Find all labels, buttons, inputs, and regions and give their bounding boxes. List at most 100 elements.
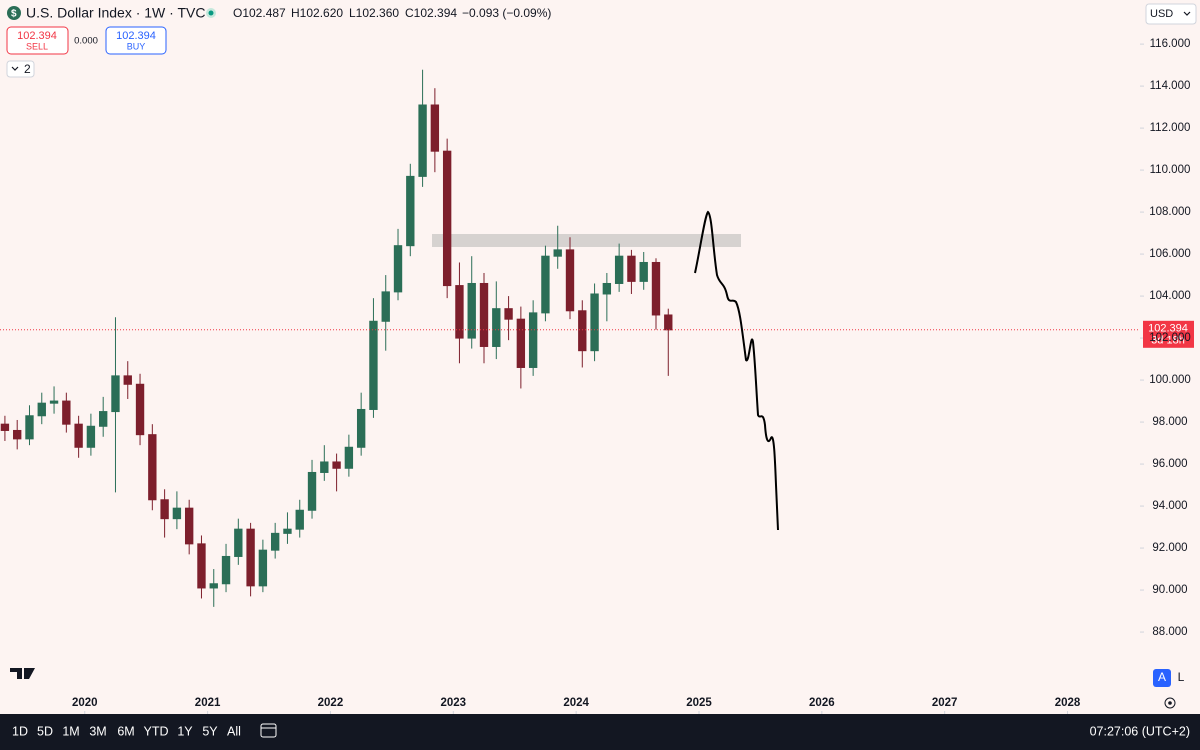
timeframe-buttons: 1D 5D 1M 3M 6M YTD 1Y 5Y All: [12, 724, 241, 738]
timeframe-button[interactable]: 3M: [89, 724, 106, 738]
x-tick-label: 2024: [563, 697, 589, 709]
candle-body: [639, 261, 648, 282]
candle-body: [49, 400, 59, 404]
candle-body: [381, 291, 390, 322]
y-tick-label: 108.000: [1149, 206, 1191, 218]
ohlc-change: −0.093 (−0.09%): [462, 6, 551, 20]
chevron: [11, 66, 19, 71]
candle-body: [651, 261, 661, 316]
last-price-label: 102.394: [1148, 323, 1188, 335]
candle-body: [393, 245, 403, 293]
candle-body: [184, 507, 194, 545]
candle-body: [406, 175, 415, 247]
candle-body: [614, 255, 624, 284]
candle-body: [565, 249, 575, 312]
candle-body: [295, 509, 304, 530]
symbol-title[interactable]: U.S. Dollar Index · 1W · TVC: [26, 5, 205, 21]
symbol-icon-glyph: $: [11, 9, 17, 20]
auto-scale-button[interactable]: [1153, 669, 1171, 687]
ohlc-open: O102.487: [233, 6, 286, 20]
candle-body: [86, 425, 96, 448]
candle-body: [467, 282, 476, 339]
candle-body: [553, 249, 562, 257]
sell-label: SELL: [26, 41, 48, 51]
candle-body: [148, 434, 157, 501]
y-tick-label: 102.000: [1149, 332, 1191, 344]
y-tick-label: 116.000: [1150, 38, 1191, 50]
clock[interactable]: 07:27:06 (UTC+2): [1090, 724, 1190, 738]
y-tick-label: 112.000: [1150, 122, 1191, 134]
y-tick-label: 106.000: [1149, 248, 1191, 260]
indicators-count: 2: [24, 62, 31, 76]
candle-body: [209, 583, 218, 589]
currency-label: USD: [1150, 8, 1173, 20]
auto-scale-label: A: [1158, 670, 1166, 684]
timeframe-button[interactable]: YTD: [144, 724, 169, 738]
timeframe-button[interactable]: 5D: [37, 724, 53, 738]
x-tick-label: 2021: [195, 697, 221, 709]
date-range-icon[interactable]: [260, 723, 277, 738]
candle-body: [479, 282, 489, 347]
y-tick-label: 98.000: [1152, 416, 1187, 428]
tradingview-logo[interactable]: [10, 668, 35, 679]
x-tick-label: 2028: [1055, 697, 1081, 709]
timeframe-button[interactable]: 1Y: [177, 724, 193, 738]
candle-body: [590, 293, 599, 352]
chevron: [1183, 11, 1191, 16]
candle-body: [455, 285, 464, 339]
candle-body: [627, 255, 636, 282]
candle-body: [356, 408, 366, 448]
candle-body: [197, 543, 206, 589]
candle-body: [418, 104, 427, 177]
bottom-toolbar: [0, 714, 1200, 750]
candle-body: [369, 320, 378, 410]
candle-body: [516, 318, 526, 368]
x-tick-label: 2027: [932, 697, 958, 709]
price-tag: [1143, 320, 1194, 348]
indicators-toggle[interactable]: [6, 60, 35, 78]
resistance-zone: [432, 234, 741, 247]
timeframe-button[interactable]: All: [227, 724, 241, 738]
ohlc-high: H102.620: [291, 6, 343, 20]
y-tick-label: 104.000: [1149, 290, 1191, 302]
candle-body: [62, 400, 71, 425]
y-tick-label: 96.000: [1152, 458, 1187, 470]
timeframe-button[interactable]: 5Y: [202, 724, 218, 738]
candle-body: [135, 383, 145, 436]
plot: [0, 43, 1144, 715]
candle-body: [504, 308, 513, 320]
y-tick-label: 110.000: [1150, 164, 1191, 176]
buy-button[interactable]: [105, 26, 167, 55]
settings-icon[interactable]: [1164, 697, 1176, 709]
y-tick-label: 114.000: [1150, 80, 1191, 92]
log-scale-label[interactable]: L: [1178, 670, 1185, 684]
candle-body: [492, 308, 501, 347]
y-tick-label: 100.000: [1149, 374, 1191, 386]
currency-select[interactable]: [1145, 3, 1197, 25]
projection-drawing: [694, 210, 779, 531]
y-tick-label: 94.000: [1152, 500, 1187, 512]
sell-button[interactable]: [6, 26, 69, 55]
y-tick-label: 88.000: [1152, 626, 1187, 638]
candle-body: [270, 532, 280, 551]
candle-body: [258, 549, 268, 587]
timeframe-button[interactable]: 6M: [117, 724, 134, 738]
candle-body: [74, 423, 83, 448]
candle-body: [664, 314, 673, 331]
candle-body: [578, 310, 587, 352]
candle-body: [234, 528, 243, 557]
timeframe-button[interactable]: 1M: [62, 724, 79, 738]
candle-body: [283, 528, 292, 534]
spread: 0.000: [74, 36, 98, 47]
buy-price: 102.394: [116, 30, 156, 42]
x-tick-label: 2020: [72, 697, 98, 709]
candle-body: [13, 429, 22, 440]
timeframe-button[interactable]: 1D: [12, 724, 28, 738]
candle-body: [25, 415, 34, 440]
sell-price: 102.394: [17, 30, 57, 42]
candle-body: [541, 255, 550, 314]
candle-body: [430, 104, 440, 152]
y-tick-label: 92.000: [1152, 542, 1187, 554]
